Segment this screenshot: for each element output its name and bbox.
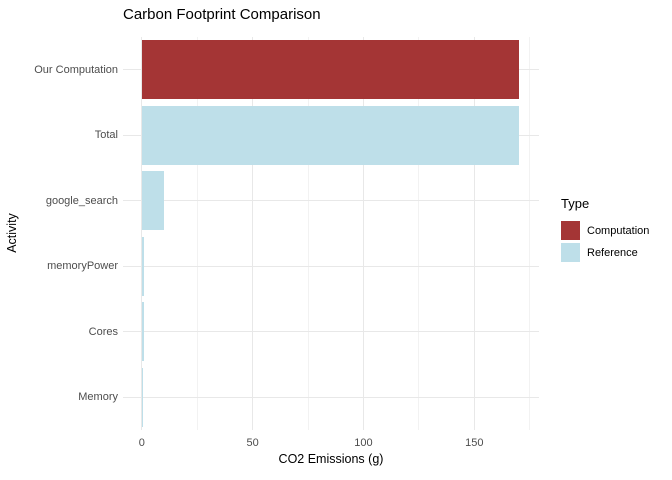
- gridline-minor-vertical: [196, 37, 198, 430]
- gridline-major-horizontal: [123, 331, 539, 333]
- chart-title: Carbon Footprint Comparison: [123, 6, 321, 23]
- bar-cores: [141, 302, 144, 362]
- y-tick-label: memoryPower: [47, 260, 118, 273]
- bar-total: [141, 105, 519, 165]
- legend-entry-reference: Reference: [561, 242, 649, 263]
- y-tick-label: google_search: [45, 194, 118, 207]
- legend-label-computation: Computation: [587, 224, 650, 237]
- gridline-major-horizontal: [123, 265, 539, 267]
- bar-memorypower: [141, 236, 144, 296]
- y-tick-label: Our Computation: [34, 63, 118, 76]
- legend-label-reference: Reference: [587, 246, 638, 259]
- legend: Type Computation Reference: [561, 196, 649, 264]
- gridline-major-horizontal: [123, 396, 539, 398]
- y-tick-label: Memory: [78, 391, 118, 404]
- legend-entry-computation: Computation: [561, 220, 649, 241]
- x-tick-label: 50: [246, 437, 259, 449]
- bar-google-search: [141, 171, 164, 231]
- gridline-minor-vertical: [418, 37, 420, 430]
- gridline-major-vertical: [473, 37, 475, 430]
- gridline-minor-vertical: [307, 37, 309, 430]
- gridline-major-vertical: [362, 37, 364, 430]
- y-axis-title: Activity: [5, 213, 19, 253]
- legend-swatch-computation: [561, 221, 580, 240]
- x-tick-label: 0: [138, 437, 145, 449]
- y-tick-label: Total: [94, 129, 118, 142]
- gridline-major-vertical: [252, 37, 254, 430]
- x-tick-label: 150: [465, 437, 484, 449]
- y-axis-tick-labels: Our Computation Total google_search memoryP…: [0, 37, 118, 430]
- bar-our-computation: [141, 40, 519, 100]
- y-tick-label: Cores: [88, 325, 118, 338]
- x-tick-label: 100: [354, 437, 373, 449]
- x-axis-tick-labels: 0 50 100 150: [123, 437, 539, 451]
- legend-swatch-reference: [561, 243, 580, 262]
- gridline-major-horizontal: [123, 200, 539, 202]
- legend-title: Type: [561, 196, 590, 211]
- gridline-major-vertical: [141, 37, 143, 430]
- plot-panel: [123, 37, 539, 430]
- x-axis-title: CO2 Emissions (g): [278, 452, 384, 466]
- gridline-minor-vertical: [529, 37, 531, 430]
